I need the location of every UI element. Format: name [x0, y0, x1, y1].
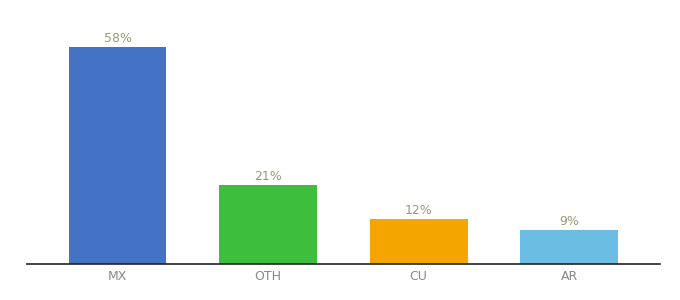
Bar [520, 230, 618, 264]
Text: 21%: 21% [254, 170, 282, 183]
Bar [370, 219, 468, 264]
Bar [69, 47, 167, 264]
Bar [219, 185, 317, 264]
Text: 12%: 12% [405, 203, 432, 217]
Text: 58%: 58% [103, 32, 131, 45]
Text: 9%: 9% [560, 215, 579, 228]
